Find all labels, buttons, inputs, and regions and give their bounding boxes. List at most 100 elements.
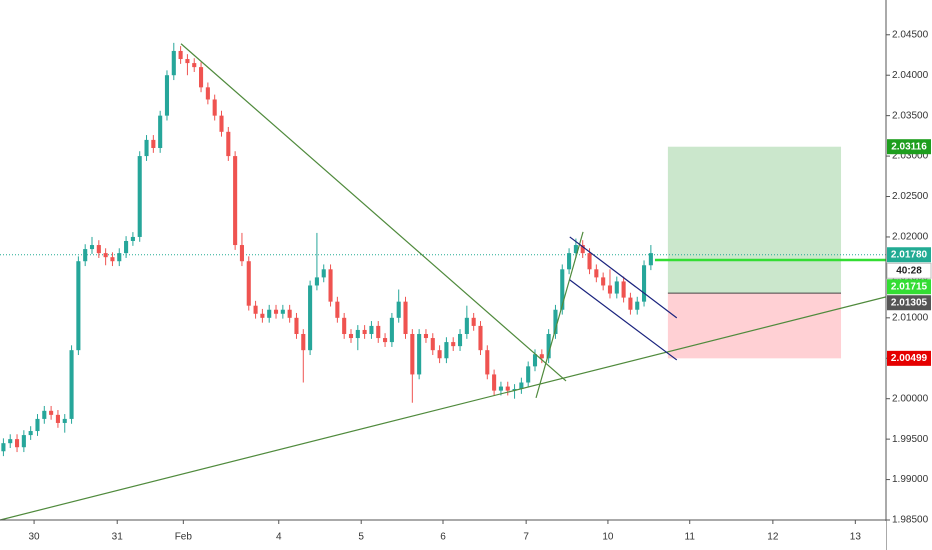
candle-body	[526, 366, 531, 383]
candle-body	[444, 342, 449, 359]
candle-body	[55, 414, 60, 423]
x-tick-label: 30	[29, 532, 41, 543]
x-tick-label: 31	[112, 532, 124, 543]
x-tick-label: 6	[440, 532, 446, 543]
candle-body	[635, 301, 640, 310]
y-tick-label: 1.99000	[892, 474, 929, 485]
candle-body	[96, 245, 101, 254]
trendline	[0, 296, 887, 521]
candle-body	[137, 156, 142, 237]
candle-body	[178, 50, 183, 60]
candle-body	[539, 354, 544, 359]
candle-body	[567, 253, 572, 270]
y-tick-label: 2.04500	[892, 29, 929, 40]
candle-body	[42, 410, 47, 419]
candle-body	[294, 317, 299, 334]
y-tick-label: 2.03500	[892, 110, 929, 121]
candle-body	[76, 261, 81, 351]
candle-body	[587, 253, 592, 270]
candle-body	[355, 329, 360, 339]
candle-body	[464, 317, 469, 334]
candle-body	[117, 253, 122, 262]
candle-body	[199, 67, 204, 88]
candle-body	[471, 317, 476, 326]
candle-body	[580, 245, 585, 254]
candle-body	[253, 305, 258, 314]
candle-body	[212, 99, 217, 116]
target-price-tag-bg	[887, 139, 931, 155]
candle-body	[233, 156, 238, 246]
candle-body	[21, 435, 26, 448]
candle-body	[642, 265, 647, 302]
candle-body	[69, 350, 74, 419]
profit-zone	[667, 146, 842, 294]
candle-body	[505, 386, 510, 391]
candle-body	[621, 281, 626, 298]
candle-body	[423, 333, 429, 339]
candle-body	[110, 257, 115, 262]
candle-body	[1, 443, 6, 452]
last-price-tag: 2.01780	[891, 249, 928, 260]
candle-body	[246, 261, 251, 306]
candle-body	[553, 309, 558, 334]
candle-body	[498, 386, 503, 391]
y-tick-label: 2.02500	[892, 191, 929, 202]
candle-body	[492, 374, 497, 391]
candle-body	[478, 325, 483, 351]
time-axis-bg	[0, 521, 886, 550]
x-tick-label: 7	[523, 532, 529, 543]
x-tick-label: 10	[602, 532, 614, 543]
candle-body	[130, 236, 135, 241]
candle-body	[314, 277, 319, 286]
candle-body	[267, 309, 272, 318]
entry-price-tag-bg	[887, 295, 931, 311]
candle-body	[226, 131, 231, 157]
candle-body	[280, 309, 285, 314]
candle-body	[594, 269, 599, 278]
candle-body	[628, 297, 633, 310]
candle-body	[335, 301, 340, 318]
candle-body	[348, 333, 354, 339]
candle-body	[430, 338, 435, 351]
candle-body	[171, 50, 176, 76]
candle-body	[124, 240, 129, 254]
candle-body	[601, 277, 606, 286]
candle-body	[546, 333, 551, 359]
y-tick-label: 2.04000	[892, 70, 929, 81]
candle-body	[362, 329, 367, 334]
countdown-tag-bg	[886, 262, 932, 279]
candle-body	[49, 410, 54, 415]
candle-body	[512, 388, 517, 391]
candle-body	[648, 253, 653, 266]
countdown-tag: 40:28	[896, 265, 922, 276]
candle-body	[342, 317, 347, 334]
target-price-tag: 2.03116	[891, 141, 927, 152]
entry-price-tag: 2.01305	[891, 297, 928, 308]
candle-body	[219, 115, 224, 132]
stop-price-tag: 2.00499	[891, 353, 928, 364]
candle-body	[164, 75, 170, 116]
y-tick-label: 2.03000	[892, 151, 929, 162]
candle-body	[28, 431, 33, 436]
candle-body	[389, 317, 394, 343]
last-price-tag-bg	[887, 247, 931, 263]
y-tick-label: 2.01000	[892, 312, 929, 323]
trendline	[180, 43, 567, 382]
candle-body	[185, 59, 190, 64]
candle-body	[83, 249, 88, 262]
x-tick-label: 5	[358, 532, 364, 543]
candle-body	[410, 333, 415, 375]
candle-body	[239, 245, 244, 262]
x-tick-label: Feb	[175, 532, 193, 543]
candle-body	[321, 269, 326, 278]
candle-body	[573, 245, 578, 254]
candle-body	[560, 269, 565, 310]
y-tick-label: 1.99500	[892, 434, 929, 445]
candle-body	[158, 115, 163, 148]
x-tick-label: 12	[767, 532, 779, 543]
candle-body	[308, 285, 313, 351]
alert-price-tag-bg	[887, 279, 931, 295]
loss-zone	[667, 293, 842, 359]
trendline	[535, 231, 584, 399]
